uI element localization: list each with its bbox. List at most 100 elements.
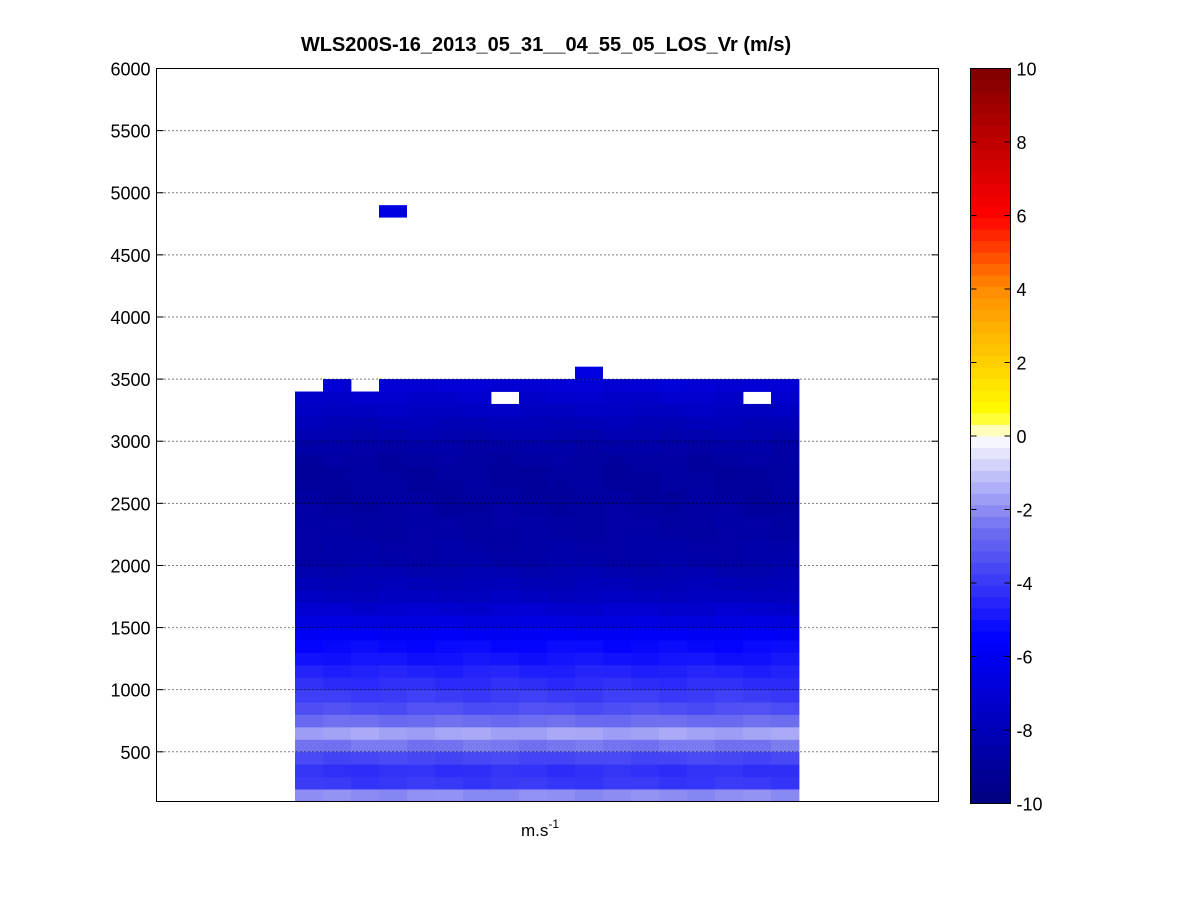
heatmap-cell — [575, 515, 604, 529]
heatmap-cell — [295, 726, 324, 740]
heatmap-cell — [687, 515, 716, 529]
heatmap-cell — [463, 590, 492, 604]
heatmap-cell — [575, 751, 604, 765]
heatmap-cell — [435, 677, 464, 691]
heatmap-cell — [407, 577, 436, 591]
heatmap-cell — [547, 403, 576, 417]
heatmap-cell — [771, 490, 800, 504]
heatmap-cell — [603, 677, 632, 691]
heatmap-cell — [323, 466, 352, 479]
heatmap-cell — [659, 726, 688, 740]
heatmap-cell — [491, 503, 520, 517]
heatmap-cell — [603, 627, 632, 641]
heatmap-cell — [631, 466, 660, 479]
heatmap-cell — [407, 565, 436, 579]
heatmap-cell — [379, 739, 408, 753]
heatmap-cell — [687, 379, 716, 392]
colorbar-band — [970, 470, 1011, 483]
heatmap-cell — [435, 664, 464, 678]
heatmap-cell — [379, 540, 408, 554]
heatmap-cell — [491, 739, 520, 753]
heatmap-cell — [771, 515, 800, 529]
heatmap-cell — [407, 615, 436, 628]
colorbar-band — [970, 631, 1011, 644]
heatmap-cell — [631, 379, 660, 392]
colorbar-band — [970, 436, 1011, 448]
heatmap-cell — [743, 677, 772, 691]
heatmap-cell — [603, 503, 632, 517]
heatmap-cell — [743, 478, 772, 492]
heatmap-cell — [407, 739, 436, 753]
heatmap-cell — [379, 503, 408, 517]
heatmap-cell — [547, 764, 576, 778]
heatmap-cell — [771, 664, 800, 678]
heatmap-cell — [379, 652, 408, 666]
heatmap-cell — [519, 540, 548, 554]
heatmap-cell — [687, 416, 716, 430]
heatmap-cell — [575, 453, 604, 467]
heatmap-cell — [631, 677, 660, 691]
heatmap-cell — [659, 515, 688, 529]
colorbar-band — [970, 504, 1011, 517]
heatmap-cell — [547, 639, 576, 653]
heatmap-cell — [491, 726, 520, 740]
heatmap-cell — [295, 391, 324, 405]
heatmap-cell — [547, 714, 576, 728]
heatmap-cell — [351, 677, 380, 691]
heatmap-cell — [575, 553, 604, 566]
heatmap-cell — [575, 565, 604, 579]
heatmap-cell — [379, 677, 408, 691]
heatmap-cell — [323, 453, 352, 467]
heatmap-cell — [715, 639, 744, 653]
heatmap-cell — [323, 602, 352, 616]
heatmap-cell — [323, 664, 352, 678]
heatmap-cell — [603, 528, 632, 542]
colorbar-band — [970, 700, 1011, 713]
heatmap-cell — [631, 453, 660, 467]
heatmap-cell — [547, 379, 576, 392]
heatmap-cell — [379, 615, 408, 628]
heatmap-cell — [603, 403, 632, 417]
heatmap-cell — [687, 764, 716, 778]
heatmap-cell — [407, 702, 436, 715]
heatmap-cell — [771, 764, 800, 778]
heatmap-cell — [295, 540, 324, 554]
heatmap-cell — [687, 652, 716, 666]
heatmap-cell — [687, 602, 716, 616]
heatmap-cell — [771, 789, 800, 802]
heatmap-cell — [295, 441, 324, 455]
colorbar-band — [970, 125, 1011, 138]
heatmap-cell — [715, 490, 744, 504]
heatmap-cell — [463, 602, 492, 616]
heatmap-cell — [491, 602, 520, 616]
heatmap-cell — [407, 590, 436, 604]
heatmap-cell — [407, 416, 436, 430]
heatmap-cell — [575, 391, 604, 405]
heatmap-cell — [435, 515, 464, 529]
heatmap-cell — [379, 627, 408, 641]
heatmap-cell — [295, 553, 324, 566]
heatmap-cell — [687, 739, 716, 753]
heatmap-cell — [631, 553, 660, 566]
heatmap-cell — [519, 553, 548, 566]
heatmap-cell — [631, 602, 660, 616]
heatmap-cell — [771, 428, 800, 442]
colorbar-band — [970, 539, 1011, 552]
heatmap-cell — [687, 528, 716, 542]
heatmap-cell — [463, 553, 492, 566]
colorbar-band — [970, 171, 1011, 184]
heatmap-cell — [519, 590, 548, 604]
heatmap-cell — [715, 764, 744, 778]
heatmap-cell — [407, 639, 436, 653]
heatmap-cell — [295, 590, 324, 604]
heatmap-cell — [491, 664, 520, 678]
heatmap-cell — [295, 478, 324, 492]
heatmap-cell — [771, 379, 800, 392]
heatmap-cell — [351, 664, 380, 678]
heatmap-cell — [295, 428, 324, 442]
heatmap-cell — [743, 577, 772, 591]
heatmap-cell — [603, 540, 632, 554]
heatmap-cell — [295, 677, 324, 691]
heatmap-cell — [379, 205, 407, 218]
heatmap-cell — [687, 677, 716, 691]
